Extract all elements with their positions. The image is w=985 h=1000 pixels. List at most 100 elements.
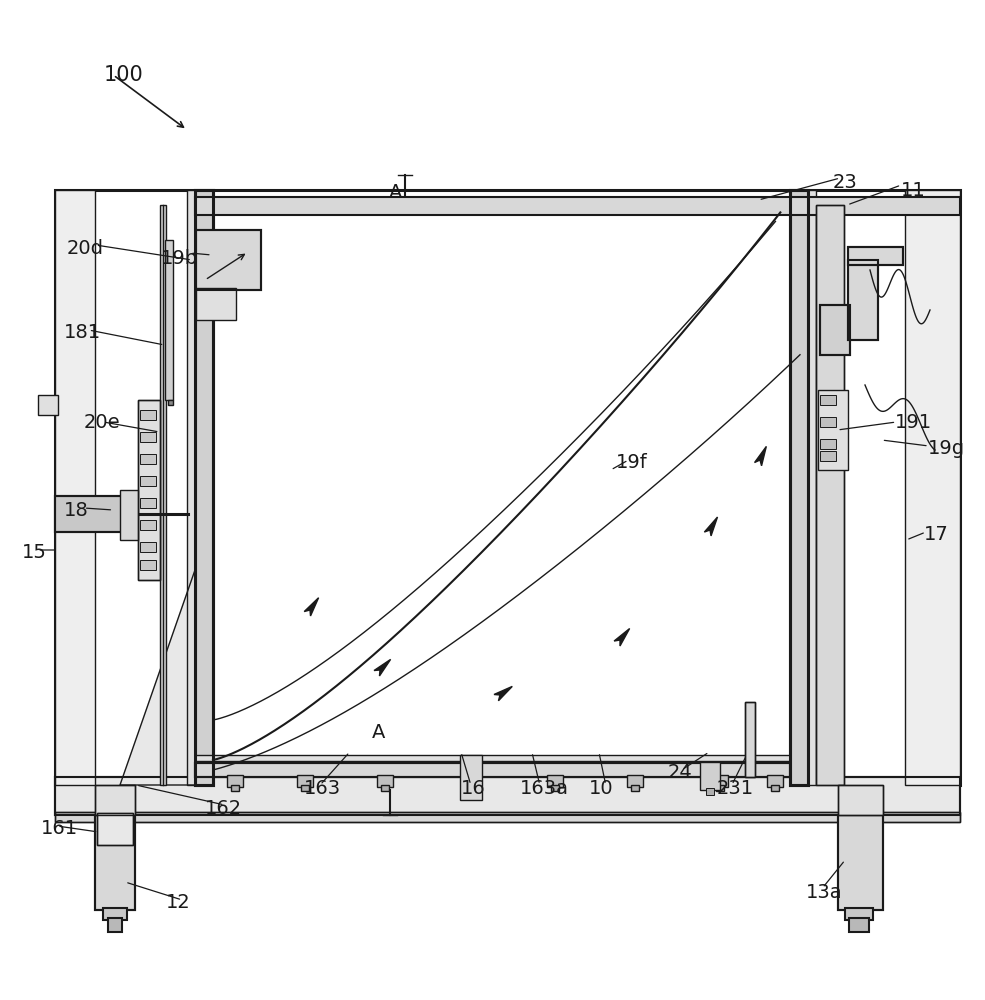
- Bar: [771, 785, 779, 791]
- Bar: [466, 785, 474, 791]
- Bar: [301, 785, 309, 791]
- Bar: [140, 542, 156, 552]
- Bar: [816, 205, 844, 785]
- Bar: [195, 763, 790, 777]
- Text: 20d: 20d: [67, 238, 104, 257]
- Bar: [165, 240, 173, 400]
- Text: 162: 162: [205, 798, 242, 818]
- Bar: [97, 813, 133, 845]
- Bar: [820, 305, 850, 355]
- Text: 15: 15: [22, 542, 46, 562]
- Polygon shape: [120, 570, 195, 785]
- Bar: [95, 815, 135, 910]
- Text: 18: 18: [64, 500, 89, 520]
- Bar: [55, 777, 960, 815]
- Text: 19g: 19g: [928, 438, 965, 458]
- Bar: [120, 490, 138, 540]
- Bar: [140, 432, 156, 442]
- Bar: [55, 812, 960, 822]
- Bar: [848, 247, 903, 265]
- Text: 13a: 13a: [806, 882, 842, 902]
- Bar: [140, 520, 156, 530]
- Text: 16: 16: [461, 778, 486, 798]
- Bar: [195, 190, 213, 785]
- Bar: [547, 775, 563, 787]
- Bar: [460, 755, 482, 800]
- Bar: [845, 908, 873, 920]
- Text: 191: 191: [894, 412, 932, 432]
- Bar: [820, 305, 850, 355]
- Bar: [631, 785, 639, 791]
- Bar: [196, 230, 261, 290]
- Bar: [55, 496, 127, 532]
- Bar: [97, 813, 133, 845]
- Bar: [377, 775, 393, 787]
- Text: 181: 181: [64, 322, 101, 342]
- Text: 100: 100: [103, 65, 143, 85]
- Bar: [231, 785, 239, 791]
- Bar: [767, 775, 783, 787]
- Bar: [140, 498, 156, 508]
- Bar: [627, 775, 643, 787]
- Bar: [816, 205, 844, 785]
- Bar: [818, 390, 848, 470]
- Bar: [140, 454, 156, 464]
- Bar: [848, 260, 878, 340]
- Text: 12: 12: [165, 892, 190, 912]
- Text: 17: 17: [924, 526, 949, 544]
- Text: 19b: 19b: [161, 248, 198, 267]
- Bar: [381, 785, 389, 791]
- Bar: [848, 247, 903, 265]
- Bar: [716, 785, 724, 791]
- Bar: [808, 190, 816, 785]
- Bar: [195, 197, 960, 215]
- Bar: [138, 400, 160, 580]
- Bar: [160, 205, 166, 785]
- Bar: [706, 788, 714, 795]
- Polygon shape: [374, 659, 391, 676]
- Text: 163a: 163a: [520, 778, 569, 798]
- Bar: [849, 918, 869, 932]
- Bar: [195, 755, 790, 761]
- Bar: [138, 400, 160, 580]
- Text: 231: 231: [717, 778, 755, 798]
- Bar: [55, 190, 960, 785]
- Text: A: A: [372, 722, 386, 742]
- Text: 11: 11: [901, 180, 926, 200]
- Bar: [95, 785, 135, 815]
- Polygon shape: [304, 598, 318, 616]
- Text: A: A: [389, 182, 403, 202]
- Bar: [108, 918, 122, 932]
- Text: 10: 10: [589, 778, 614, 798]
- Bar: [838, 815, 883, 910]
- Bar: [838, 785, 883, 815]
- Bar: [187, 190, 195, 785]
- Bar: [140, 560, 156, 570]
- Bar: [838, 815, 883, 910]
- Bar: [227, 775, 243, 787]
- Bar: [551, 785, 559, 791]
- Bar: [103, 908, 127, 920]
- Bar: [196, 288, 236, 320]
- Polygon shape: [614, 629, 629, 646]
- Bar: [712, 775, 728, 787]
- Bar: [140, 476, 156, 486]
- Bar: [95, 785, 135, 815]
- Bar: [462, 775, 478, 787]
- Bar: [790, 190, 808, 785]
- Bar: [905, 190, 960, 785]
- Text: 23: 23: [832, 172, 857, 192]
- Bar: [820, 417, 836, 427]
- Bar: [745, 702, 755, 777]
- Bar: [196, 230, 261, 290]
- Polygon shape: [755, 446, 766, 466]
- Bar: [297, 775, 313, 787]
- Text: 19f: 19f: [616, 452, 647, 472]
- Bar: [95, 815, 135, 910]
- Bar: [838, 785, 883, 815]
- Bar: [168, 400, 173, 405]
- Text: 24: 24: [668, 762, 692, 782]
- Bar: [790, 190, 808, 785]
- Bar: [820, 395, 836, 405]
- Polygon shape: [704, 517, 717, 536]
